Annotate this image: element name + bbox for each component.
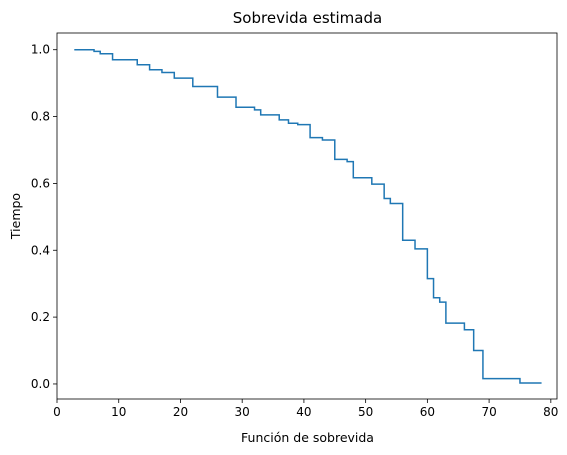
x-tick-label: 50 xyxy=(358,405,373,419)
y-tick-label: 1.0 xyxy=(31,43,50,57)
x-tick-label: 70 xyxy=(481,405,496,419)
y-tick-label: 0.0 xyxy=(31,377,50,391)
x-tick-label: 30 xyxy=(235,405,250,419)
y-tick-label: 0.6 xyxy=(31,176,50,190)
y-tick-label: 0.2 xyxy=(31,310,50,324)
y-tick-label: 0.8 xyxy=(31,110,50,124)
survival-step-line xyxy=(74,48,542,384)
y-axis-label: Tiempo xyxy=(8,193,23,240)
x-tick-label: 80 xyxy=(543,405,558,419)
y-tick-label: 0.4 xyxy=(31,243,50,257)
x-tick-label: 40 xyxy=(296,405,311,419)
x-axis-label: Función de sobrevida xyxy=(241,430,374,445)
x-tick-label: 0 xyxy=(53,405,61,419)
x-tick-label: 10 xyxy=(111,405,126,419)
x-tick-label: 60 xyxy=(420,405,435,419)
plot-frame xyxy=(56,32,558,400)
x-tick-label: 20 xyxy=(173,405,188,419)
chart-title: Sobrevida estimada xyxy=(233,9,382,27)
